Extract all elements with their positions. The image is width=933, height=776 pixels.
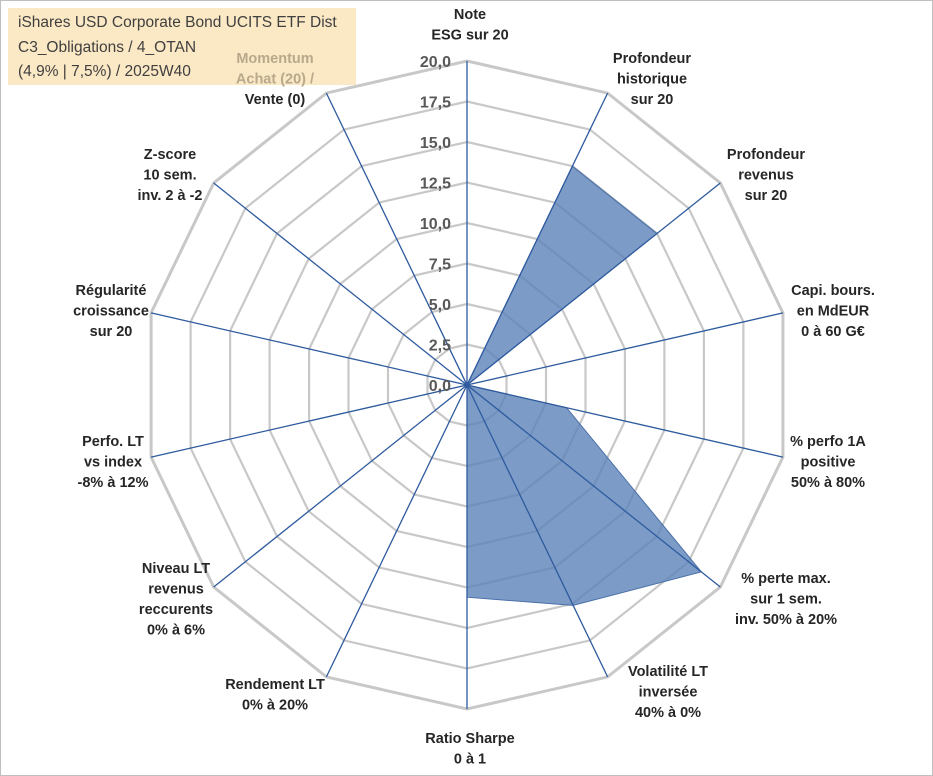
axis-label-line: Volatilité LT	[628, 664, 708, 680]
axis-label: Momentum Achat (20) / Vente (0)	[236, 51, 314, 108]
tick-label: 17,5	[420, 95, 451, 112]
axis-label-line: 40% à 0%	[635, 705, 701, 721]
axis-label: Régularité croissance sur 20	[73, 283, 149, 340]
axis-label-line: 50% à 80%	[791, 475, 865, 491]
chart-title-line-1: iShares USD Corporate Bond UCITS ETF Dis…	[18, 14, 337, 31]
axis-spoke	[150, 312, 468, 386]
axis-spoke	[466, 312, 784, 386]
axis-label-line: inv. 2 à -2	[137, 188, 202, 204]
chart-title-line-3: (4,9% | 7,5%) / 2025W40	[18, 63, 191, 80]
axis-spoke	[466, 92, 609, 386]
axis-label-line: 0 à 60 G€	[801, 324, 865, 340]
axis-label-line: en MdEUR	[797, 304, 870, 320]
axis-label: Ratio Sharpe 0 à 1	[425, 731, 514, 768]
axis-spoke	[466, 182, 721, 386]
axis-label-line: vs index	[84, 455, 142, 471]
axis-label-line: 0% à 6%	[147, 623, 205, 639]
tick-label: 0,0	[429, 378, 451, 395]
axis-label-line: sur 20	[745, 188, 788, 204]
tick-label: 12,5	[420, 176, 451, 193]
axis-spoke	[325, 92, 468, 386]
axis-label-line: Ratio Sharpe	[425, 731, 514, 747]
axis-label-line: Profondeur	[613, 51, 691, 67]
axis-label-line: inversée	[639, 685, 698, 701]
axis-label-line: Z-score	[144, 147, 196, 163]
axis-label-line: Niveau LT	[142, 561, 210, 577]
axis-label-line: sur 20	[90, 324, 133, 340]
axis-label: Note ESG sur 20	[431, 7, 508, 44]
axis-label: % perfo 1A positive 50% à 80%	[790, 434, 866, 491]
axis-label-line: Rendement LT	[225, 677, 325, 693]
axis-label-line: historique	[617, 72, 687, 88]
axis-label-line: revenus	[148, 582, 204, 598]
axis-label-line: Note	[454, 7, 486, 23]
axis-label-line: 0 à 1	[454, 752, 486, 768]
axis-label-line: 0% à 20%	[242, 698, 308, 714]
tick-label: 15,0	[420, 135, 451, 152]
axis-label-line: reccurents	[139, 602, 213, 618]
axis-label-line: Capi. bours.	[791, 283, 875, 299]
radar-axes	[150, 61, 784, 709]
tick-label: 7,5	[429, 257, 451, 274]
radar-axis-labels: Note ESG sur 20 Profondeur historique sur 20…	[73, 7, 875, 768]
axis-spoke	[466, 384, 784, 458]
axis-spoke	[325, 384, 468, 678]
axis-label: Profondeur revenus sur 20	[727, 147, 805, 204]
tick-label: 2,5	[429, 338, 451, 355]
axis-label: Volatilité LT inversée 40% à 0%	[628, 664, 708, 721]
axis-label-line: Profondeur	[727, 147, 805, 163]
axis-label-line: Momentum	[236, 51, 313, 67]
axis-label-line: ESG sur 20	[431, 28, 508, 44]
axis-label-line: sur 20	[631, 92, 674, 108]
axis-spoke	[466, 384, 609, 678]
axis-label-line: inv. 50% à 20%	[735, 612, 837, 628]
axis-label-line: 10 sem.	[143, 168, 196, 184]
axis-label-line: -8% à 12%	[78, 475, 149, 491]
axis-label-line: Perfo. LT	[82, 434, 144, 450]
axis-label: % perte max. sur 1 sem. inv. 50% à 20%	[735, 571, 837, 628]
axis-label-line: Vente (0)	[245, 92, 306, 108]
axis-label: Profondeur historique sur 20	[613, 51, 691, 108]
axis-spoke	[466, 384, 721, 588]
axis-label: Perfo. LT vs index -8% à 12%	[78, 434, 149, 491]
axis-label-line: % perfo 1A	[790, 434, 866, 450]
axis-label: Rendement LT 0% à 20%	[225, 677, 325, 714]
axis-label: Niveau LT revenus reccurents 0% à 6%	[139, 561, 213, 639]
tick-label: 5,0	[429, 297, 451, 314]
chart-title-line-2: C3_Obligations / 4_OTAN	[18, 39, 197, 56]
axis-label-line: % perte max.	[741, 571, 830, 587]
axis-label-line: Régularité	[76, 283, 147, 299]
tick-label: 20,0	[420, 54, 451, 71]
radar-tick-labels: 0,0 2,5 5,0 7,5 10,0 12,5 15,0 17,5 20,0	[420, 54, 451, 395]
axis-label-line: croissance	[73, 304, 149, 320]
axis-spoke	[213, 384, 468, 588]
axis-label-line: Achat (20) /	[236, 72, 314, 88]
axis-label-line: revenus	[738, 168, 794, 184]
axis-label-line: sur 1 sem.	[750, 592, 822, 608]
chart-title-box: iShares USD Corporate Bond UCITS ETF Dis…	[8, 8, 356, 85]
axis-label: Z-score 10 sem. inv. 2 à -2	[137, 147, 202, 204]
axis-label-line: positive	[801, 455, 856, 471]
tick-label: 10,0	[420, 216, 451, 233]
axis-spoke	[150, 384, 468, 458]
axis-spoke	[213, 182, 468, 386]
axis-label: Capi. bours. en MdEUR 0 à 60 G€	[791, 283, 875, 340]
